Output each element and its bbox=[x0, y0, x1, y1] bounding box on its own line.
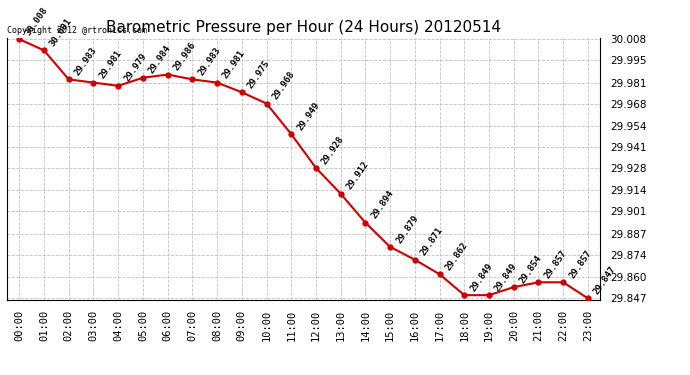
Text: 29.849: 29.849 bbox=[469, 261, 494, 293]
Text: 29.981: 29.981 bbox=[97, 49, 124, 80]
Text: 29.986: 29.986 bbox=[172, 41, 197, 72]
Text: 29.912: 29.912 bbox=[345, 160, 371, 192]
Text: 29.928: 29.928 bbox=[320, 134, 346, 166]
Text: 29.949: 29.949 bbox=[295, 100, 322, 132]
Text: 29.847: 29.847 bbox=[592, 265, 618, 296]
Text: 29.871: 29.871 bbox=[419, 226, 445, 258]
Text: 29.983: 29.983 bbox=[73, 46, 99, 77]
Text: 29.857: 29.857 bbox=[542, 249, 569, 280]
Title: Barometric Pressure per Hour (24 Hours) 20120514: Barometric Pressure per Hour (24 Hours) … bbox=[106, 20, 501, 35]
Text: 30.008: 30.008 bbox=[23, 5, 49, 37]
Text: 29.983: 29.983 bbox=[197, 46, 222, 77]
Text: 29.857: 29.857 bbox=[567, 249, 593, 280]
Text: 29.968: 29.968 bbox=[270, 70, 297, 101]
Text: 30.001: 30.001 bbox=[48, 16, 74, 48]
Text: 29.984: 29.984 bbox=[147, 44, 173, 76]
Text: 29.854: 29.854 bbox=[518, 254, 544, 285]
Text: 29.981: 29.981 bbox=[221, 49, 247, 80]
Text: 29.975: 29.975 bbox=[246, 58, 272, 90]
Text: 29.894: 29.894 bbox=[370, 189, 395, 220]
Text: 29.879: 29.879 bbox=[394, 213, 420, 245]
Text: 29.849: 29.849 bbox=[493, 261, 519, 293]
Text: 29.979: 29.979 bbox=[122, 52, 148, 84]
Text: Copyright 2012 @rtronics.com: Copyright 2012 @rtronics.com bbox=[7, 26, 147, 35]
Text: 29.862: 29.862 bbox=[444, 240, 470, 272]
